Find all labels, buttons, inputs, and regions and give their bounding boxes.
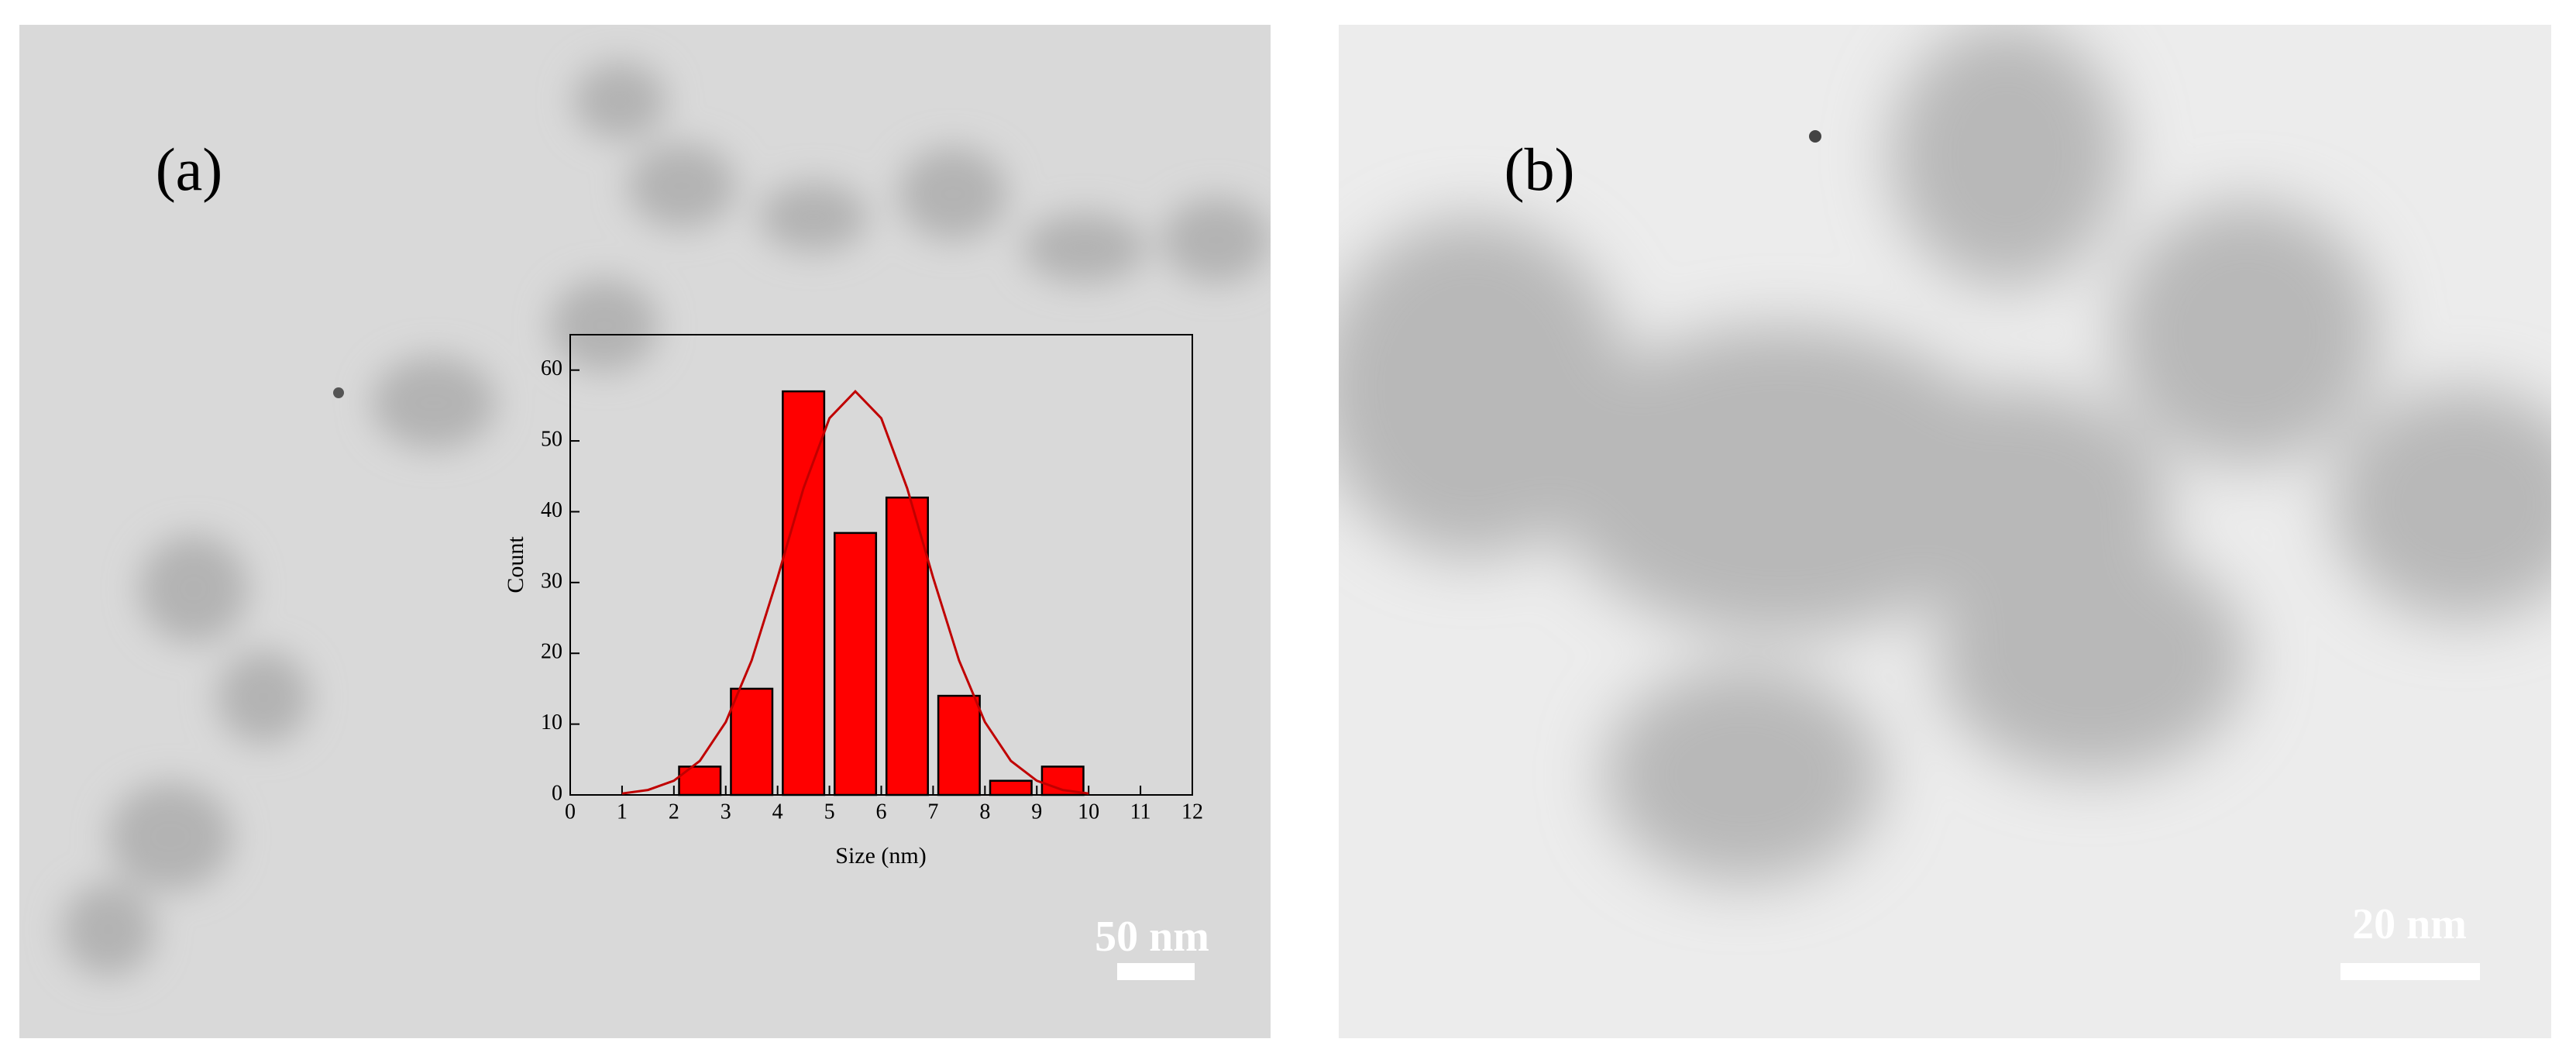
y-tick-label: 50 — [541, 427, 562, 451]
scale-bar — [2340, 963, 2480, 980]
x-tick-label: 2 — [669, 800, 679, 824]
y-tick-label: 30 — [541, 569, 562, 593]
y-tick-label: 60 — [541, 356, 562, 380]
x-tick-label: 9 — [1031, 800, 1042, 824]
panel-label: (a) — [156, 136, 223, 203]
x-tick-label: 12 — [1181, 800, 1203, 824]
tem-image-b — [1339, 25, 2551, 1038]
bar — [885, 496, 929, 796]
tem-image-a — [19, 25, 1271, 1038]
x-tick-label: 6 — [876, 800, 887, 824]
scale-bar-label: 50 nm — [1095, 913, 1209, 961]
bar — [989, 779, 1033, 796]
y-tick-label: 20 — [541, 640, 562, 664]
x-tick-label: 11 — [1130, 800, 1151, 824]
bar — [730, 687, 774, 796]
panel-label: (b) — [1505, 136, 1575, 203]
bar — [782, 390, 826, 796]
x-tick-label: 4 — [772, 800, 783, 824]
y-axis-label: Count — [503, 536, 528, 593]
x-tick-label: 0 — [565, 800, 576, 824]
y-tick-label: 0 — [552, 781, 562, 805]
x-tick-label: 3 — [721, 800, 731, 824]
x-axis-label: Size (nm) — [835, 843, 926, 869]
bar — [834, 532, 878, 796]
fit-curve — [621, 389, 1089, 795]
y-tick-label: 40 — [541, 498, 562, 522]
y-tick-label: 10 — [541, 710, 562, 734]
scale-bar — [1117, 963, 1195, 980]
x-tick-label: 7 — [927, 800, 938, 824]
x-tick-label: 1 — [617, 800, 628, 824]
bar — [937, 694, 981, 796]
x-tick-label: 5 — [824, 800, 835, 824]
x-tick-label: 8 — [979, 800, 990, 824]
scale-bar-label: 20 nm — [2352, 900, 2467, 948]
x-tick-label: 10 — [1078, 800, 1099, 824]
